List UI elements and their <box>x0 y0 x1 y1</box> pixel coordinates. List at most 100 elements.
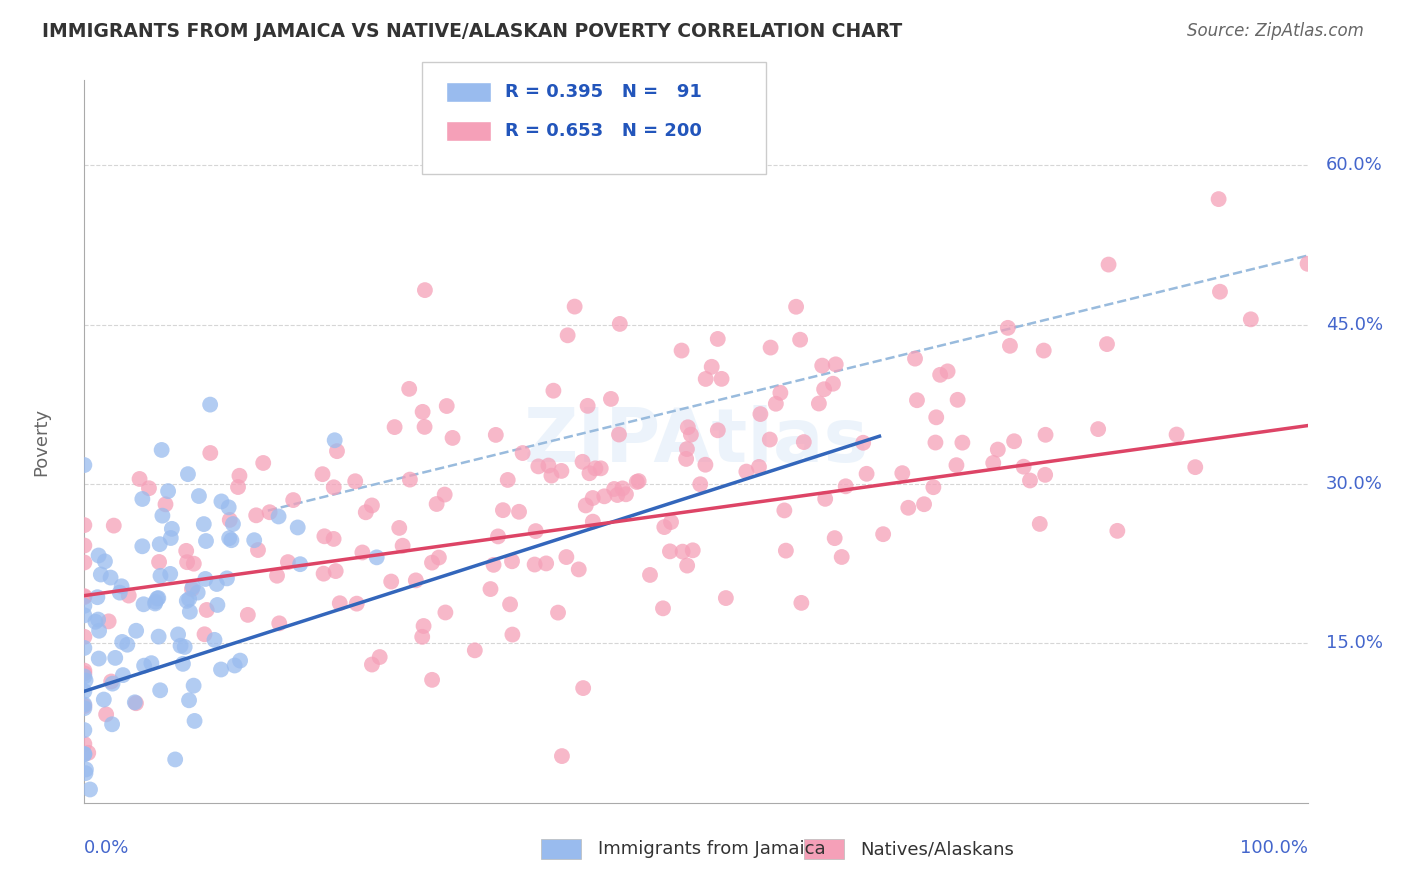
Point <box>148 555 170 569</box>
Point <box>215 571 238 585</box>
Point <box>905 393 928 408</box>
Point <box>924 435 946 450</box>
Point <box>218 500 240 515</box>
Point <box>399 473 422 487</box>
Point <box>420 556 443 570</box>
Point <box>245 508 267 523</box>
Point <box>221 533 243 548</box>
Point <box>101 676 124 690</box>
Point <box>266 568 288 582</box>
Point <box>672 544 695 558</box>
Point <box>807 396 830 410</box>
Point <box>501 554 523 568</box>
Point <box>1240 312 1263 326</box>
Point <box>824 531 846 545</box>
Point <box>735 465 758 479</box>
Point <box>388 521 411 535</box>
Point <box>228 468 250 483</box>
Point <box>73 608 96 623</box>
Point <box>322 532 344 546</box>
Point <box>344 475 367 489</box>
Point <box>547 606 569 620</box>
Point <box>73 747 96 762</box>
Point <box>872 527 894 541</box>
Point <box>593 489 616 503</box>
Point <box>361 657 384 672</box>
Point <box>169 639 191 653</box>
Point <box>209 663 232 677</box>
Point <box>793 435 815 450</box>
Point <box>314 529 336 543</box>
Point <box>218 531 240 545</box>
Point <box>97 615 120 629</box>
Point <box>366 550 388 565</box>
Point <box>143 597 166 611</box>
Point <box>659 515 682 529</box>
Point <box>485 428 508 442</box>
Point <box>198 398 221 412</box>
Point <box>73 539 96 553</box>
Point <box>124 695 146 709</box>
Point <box>391 539 413 553</box>
Point <box>534 557 557 571</box>
Point <box>150 442 173 457</box>
Point <box>252 456 274 470</box>
Point <box>420 673 443 687</box>
Point <box>706 332 728 346</box>
Point <box>111 635 134 649</box>
Point <box>87 651 110 665</box>
Point <box>441 431 464 445</box>
Point <box>73 699 96 714</box>
Text: R = 0.395   N =   91: R = 0.395 N = 91 <box>505 83 702 101</box>
Point <box>149 683 172 698</box>
Point <box>891 466 914 480</box>
Point <box>679 427 702 442</box>
Point <box>1029 516 1052 531</box>
Point <box>176 594 198 608</box>
Point <box>148 591 170 605</box>
Point <box>195 603 218 617</box>
Point <box>145 595 167 609</box>
Text: Natives/Alaskans: Natives/Alaskans <box>860 840 1014 858</box>
Point <box>464 643 486 657</box>
Point <box>1097 258 1119 272</box>
Point <box>578 467 600 481</box>
Point <box>652 601 675 615</box>
Point <box>852 435 875 450</box>
Point <box>700 359 723 374</box>
Point <box>1107 524 1129 538</box>
Point <box>165 752 187 766</box>
Point <box>246 543 269 558</box>
Point <box>769 385 792 400</box>
Point <box>1035 427 1057 442</box>
Point <box>288 558 311 572</box>
Point <box>824 357 846 371</box>
Point <box>352 545 374 559</box>
Point <box>572 681 595 695</box>
Point <box>571 455 593 469</box>
Point <box>361 499 384 513</box>
Point <box>174 544 197 558</box>
Point <box>583 461 606 475</box>
Point <box>1019 474 1042 488</box>
Point <box>638 568 661 582</box>
Point <box>141 656 163 670</box>
Point <box>207 598 229 612</box>
Point <box>125 696 148 710</box>
Point <box>834 479 856 493</box>
Point <box>172 657 194 671</box>
Point <box>676 420 699 434</box>
Point <box>173 640 195 654</box>
Point <box>104 651 127 665</box>
Point <box>179 605 201 619</box>
Point <box>589 461 612 475</box>
Point <box>323 434 346 448</box>
Point <box>205 577 228 591</box>
Point <box>84 615 107 629</box>
Point <box>1095 337 1118 351</box>
Point <box>187 585 209 599</box>
Point <box>398 382 420 396</box>
Point <box>149 537 172 551</box>
Text: 60.0%: 60.0% <box>1326 156 1382 174</box>
Point <box>134 658 156 673</box>
